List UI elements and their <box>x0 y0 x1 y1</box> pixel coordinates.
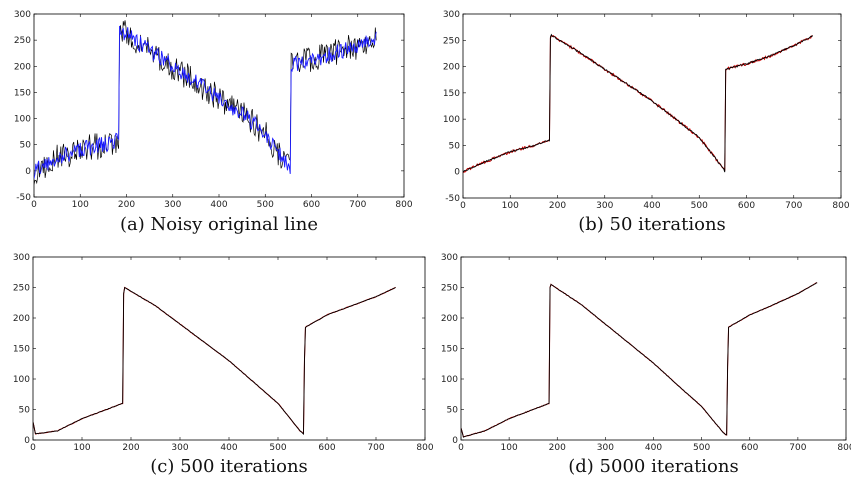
plot-frame <box>32 256 426 441</box>
y-tick-label: 300 <box>13 253 30 263</box>
y-tick-label: 300 <box>441 253 458 263</box>
x-tick-label: 700 <box>785 201 802 211</box>
y-tick-label: 0 <box>452 436 458 446</box>
plot-frame <box>462 13 842 199</box>
x-tick-label: 0 <box>31 200 37 210</box>
x-tick-label: 100 <box>73 443 90 453</box>
y-tick-label: 250 <box>14 36 31 46</box>
chart-a-caption: (a) Noisy original line <box>119 214 319 235</box>
x-tick-label: 300 <box>596 201 613 211</box>
x-tick-label: 400 <box>645 443 662 453</box>
chart-b-svg: 0 100 200 300 400 500 600 700 800-50050100150200… <box>443 10 850 211</box>
chart-c-caption: (c) 500 iterations <box>150 456 308 477</box>
series-group <box>33 286 396 436</box>
x-tick-label: 600 <box>303 200 320 210</box>
x-tick-label: 800 <box>832 201 849 211</box>
y-tick-label: 200 <box>14 62 31 72</box>
x-tick-label: 600 <box>318 443 335 453</box>
x-tick-label: 300 <box>597 443 614 453</box>
series-smoothed-red <box>463 35 813 174</box>
x-tick-label: 700 <box>349 200 366 210</box>
y-tick-label: 50 <box>19 406 31 416</box>
y-tick-label: 0 <box>454 168 460 178</box>
x-tick-label: 400 <box>643 201 660 211</box>
y-tick-label: 150 <box>14 88 31 98</box>
x-tick-label: 700 <box>789 443 806 453</box>
x-tick-label: 400 <box>210 200 227 210</box>
y-tick-label: 150 <box>441 345 458 355</box>
chart-d-svg: 0 100 200 300 400 500 600 700 800 0 50 100 150 200 250… <box>441 253 851 453</box>
chart-d-caption: (d) 5000 iterations <box>568 456 739 477</box>
plot-frame <box>460 256 847 441</box>
series-group <box>461 282 818 438</box>
y-tick-label: 150 <box>13 345 30 355</box>
y-tick-label: -50 <box>16 193 31 203</box>
y-tick-label: 200 <box>443 63 460 73</box>
x-tick-label: 500 <box>269 443 286 453</box>
y-tick-label: 250 <box>13 284 30 294</box>
x-tick-label: 600 <box>741 443 758 453</box>
x-tick-label: 100 <box>502 201 519 211</box>
chart-b-caption: (b) 50 iterations <box>578 214 726 235</box>
x-tick-label: 300 <box>171 443 188 453</box>
series-smoothed-red <box>461 282 818 438</box>
x-tick-label: 200 <box>549 443 566 453</box>
x-tick-label: 0 <box>30 443 36 453</box>
series-group <box>34 20 377 185</box>
y-tick-label: 100 <box>441 375 458 385</box>
y-tick-label: 50 <box>20 141 32 151</box>
chart-panel-b: 0 100 200 300 400 500 600 700 800 -50 0 50 100 150 200… <box>425 0 851 240</box>
x-tick-label: 0 <box>460 201 466 211</box>
x-tick-label: 800 <box>395 200 412 210</box>
series-smoothed-black <box>463 33 813 173</box>
x-tick-label: 800 <box>416 443 433 453</box>
x-tick-label: 500 <box>691 201 708 211</box>
y-tick-label: 200 <box>441 314 458 324</box>
y-tick-label: 250 <box>443 36 460 46</box>
y-tick-label: 200 <box>13 314 30 324</box>
x-tick-label: 800 <box>837 443 851 453</box>
x-tick-label: 200 <box>118 200 135 210</box>
y-tick-label: 50 <box>449 141 461 151</box>
x-tick-label: 0 <box>458 443 464 453</box>
y-tick-label: 300 <box>14 10 31 20</box>
y-tick-label: 0 <box>25 167 31 177</box>
chart-panel-c: 0 100 200 300 400 500 600 700 800 0 50 100 150 200 250… <box>0 240 434 481</box>
plot-frame <box>33 13 405 198</box>
x-tick-label: 300 <box>164 200 181 210</box>
series-noisy-black <box>34 20 377 185</box>
y-tick-label: 150 <box>443 89 460 99</box>
x-tick-label: 200 <box>549 201 566 211</box>
chart-a-svg: 0 100 200 300 400 500 600 700 800-50050100150200… <box>14 10 413 210</box>
y-tick-label: -50 <box>445 194 460 204</box>
series-group <box>463 33 813 174</box>
x-tick-label: 700 <box>367 443 384 453</box>
x-tick-label: 500 <box>693 443 710 453</box>
series-noisy-blue <box>34 25 377 179</box>
series-smoothed-black <box>33 286 396 436</box>
x-tick-label: 400 <box>220 443 237 453</box>
y-tick-label: 50 <box>447 406 459 416</box>
x-tick-label: 200 <box>122 443 139 453</box>
series-smoothed-black <box>461 282 818 438</box>
chart-c-svg: 0 100 200 300 400 500 600 700 800 0 50 100 150 200 250… <box>13 253 434 453</box>
y-tick-label: 100 <box>443 115 460 125</box>
x-tick-label: 500 <box>257 200 274 210</box>
x-tick-label: 600 <box>738 201 755 211</box>
y-tick-label: 300 <box>443 10 460 20</box>
y-tick-label: 100 <box>13 375 30 385</box>
x-tick-label: 100 <box>501 443 518 453</box>
chart-panel-d: 0 100 200 300 400 500 600 700 800 0 50 100 150 200 250… <box>425 240 851 481</box>
y-tick-label: 250 <box>441 284 458 294</box>
y-tick-label: 100 <box>14 115 31 125</box>
x-tick-label: 100 <box>72 200 89 210</box>
y-tick-label: 0 <box>24 436 30 446</box>
chart-panel-a: 0 100 200 300 400 500 600 700 800 -50 0 50 100 150 200… <box>0 0 425 240</box>
